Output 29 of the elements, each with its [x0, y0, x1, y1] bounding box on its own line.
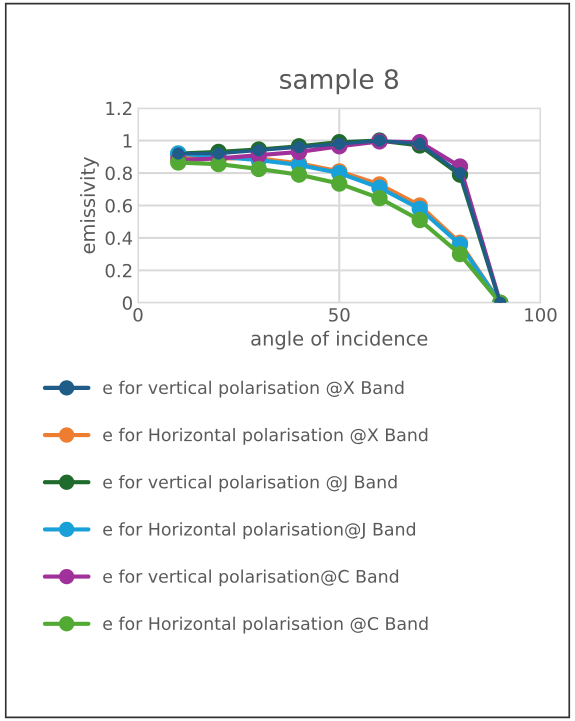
point — [452, 246, 468, 262]
point — [250, 160, 267, 178]
y-axis-title: emissivity — [80, 157, 99, 254]
point — [454, 166, 466, 180]
y-tick-label: 0.2 — [106, 264, 132, 278]
chart-title: sample 8 — [280, 68, 398, 94]
point — [371, 190, 388, 206]
point — [412, 212, 428, 228]
y-tick-label: 0.8 — [106, 166, 132, 180]
x-tick-label: 50 — [329, 308, 350, 322]
x-tick-label: 100 — [525, 308, 557, 322]
legend-label: e for Horizontal polarisation @C Band — [103, 616, 428, 634]
point — [292, 141, 306, 154]
point — [331, 175, 348, 192]
y-tick-label: 0.4 — [106, 231, 132, 246]
point — [290, 166, 308, 183]
point — [212, 148, 225, 160]
legend-label: e for vertical polarisation@C Band — [103, 569, 398, 586]
y-tick-label: 1 — [124, 134, 132, 148]
legend-label: e for Horizontal polarisation@J Band — [103, 522, 415, 540]
x-tick-label: 0 — [133, 308, 143, 322]
legend-label: e for vertical polarisation @J Band — [103, 475, 397, 492]
point — [252, 144, 265, 156]
legend-label: e for vertical polarisation @X Band — [103, 380, 404, 398]
y-tick-label: 1.2 — [106, 102, 132, 116]
legend-label: e for Horizontal polarisation @X Band — [103, 428, 428, 445]
y-tick-label: 0.6 — [106, 198, 132, 213]
y-tick-label: 0 — [122, 296, 132, 310]
x-axis-title: angle of incidence — [251, 330, 428, 350]
